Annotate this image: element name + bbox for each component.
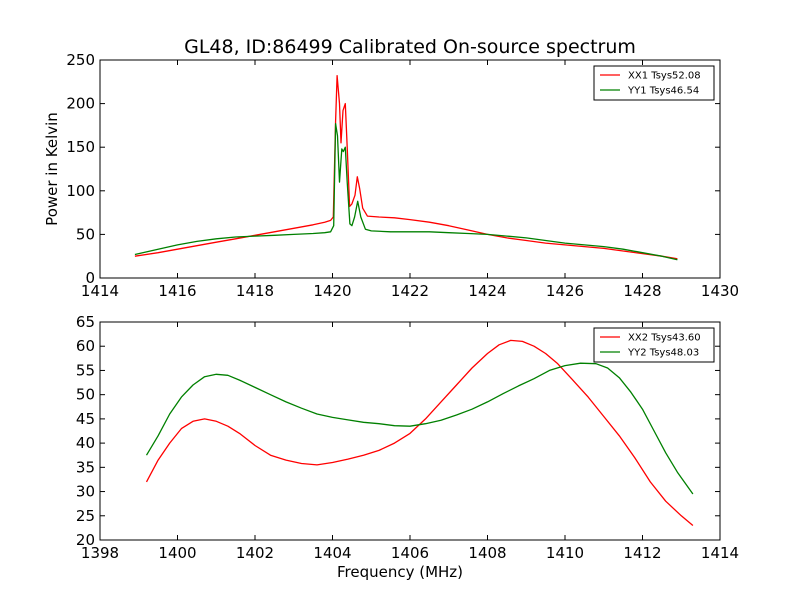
y-tick-label: 35 bbox=[76, 458, 95, 476]
top-panel-axes: 1414 1416 1418 1420 1422 1424 1426 1428 1430 0 50 1… bbox=[43, 51, 739, 300]
y-tick-label: 40 bbox=[76, 434, 95, 452]
x-tick-label: 1408 bbox=[468, 544, 506, 562]
bottom-panel-axes: 1398 1400 1402 1404 1406 1408 1410 1412 1414 20 25… bbox=[76, 313, 739, 581]
legend: XX2 Tsys43.60 YY2 Tsys48.03 bbox=[593, 327, 715, 363]
series-line-xx2 bbox=[145, 339, 694, 526]
y-tick-label: 150 bbox=[66, 138, 95, 156]
y-tick-label: 50 bbox=[76, 225, 95, 243]
x-tick-label: 1400 bbox=[158, 544, 196, 562]
y-tick-label: 250 bbox=[66, 51, 95, 69]
x-tick-label: 1424 bbox=[468, 282, 506, 300]
x-tick-label: 1412 bbox=[623, 544, 661, 562]
series-line-yy2 bbox=[145, 362, 694, 495]
y-tick-label: 100 bbox=[66, 182, 95, 200]
x-tick-label: 1428 bbox=[623, 282, 661, 300]
legend-entry: YY1 Tsys46.54 bbox=[627, 86, 699, 97]
x-tick-label: 1406 bbox=[391, 544, 429, 562]
x-tick-label: 1398 bbox=[81, 544, 119, 562]
x-tick-label: 1420 bbox=[313, 282, 351, 300]
x-axis-label: Frequency (MHz) bbox=[337, 563, 463, 581]
x-tick-label: 1402 bbox=[236, 544, 274, 562]
x-tick-label: 1416 bbox=[158, 282, 196, 300]
legend-box bbox=[593, 65, 715, 101]
legend-box bbox=[593, 327, 715, 363]
y-tick-label: 20 bbox=[76, 531, 95, 549]
legend-entry: YY2 Tsys48.03 bbox=[627, 348, 699, 359]
x-tick-label: 1418 bbox=[236, 282, 274, 300]
series-line-xx1 bbox=[134, 75, 678, 260]
x-tick-label: 1430 bbox=[701, 282, 739, 300]
y-tick-label: 65 bbox=[76, 313, 95, 331]
x-tick-label: 1414 bbox=[701, 544, 739, 562]
y-tick-label: 50 bbox=[76, 386, 95, 404]
y-tick-label: 45 bbox=[76, 410, 95, 428]
x-tick-label: 1426 bbox=[546, 282, 584, 300]
y-tick-label: 60 bbox=[76, 337, 95, 355]
y-tick-label: 30 bbox=[76, 483, 95, 501]
y-tick-label: 200 bbox=[66, 95, 95, 113]
legend: XX1 Tsys52.08 YY1 Tsys46.54 bbox=[593, 65, 715, 101]
x-tick-label: 1404 bbox=[313, 544, 351, 562]
y-tick-label: 25 bbox=[76, 507, 95, 525]
legend-entry: XX2 Tsys43.60 bbox=[628, 333, 701, 344]
legend-entry: XX1 Tsys52.08 bbox=[628, 71, 701, 82]
y-tick-label: 55 bbox=[76, 361, 95, 379]
figure-title: GL48, ID:86499 Calibrated On-source spec… bbox=[184, 36, 636, 58]
x-tick-label: 1422 bbox=[391, 282, 429, 300]
y-axis-label: Power in Kelvin bbox=[43, 112, 61, 226]
y-tick-label: 0 bbox=[85, 269, 95, 287]
x-tick-label: 1410 bbox=[546, 544, 584, 562]
x-tick-label: 1414 bbox=[81, 282, 119, 300]
series-line-yy1 bbox=[134, 123, 678, 261]
